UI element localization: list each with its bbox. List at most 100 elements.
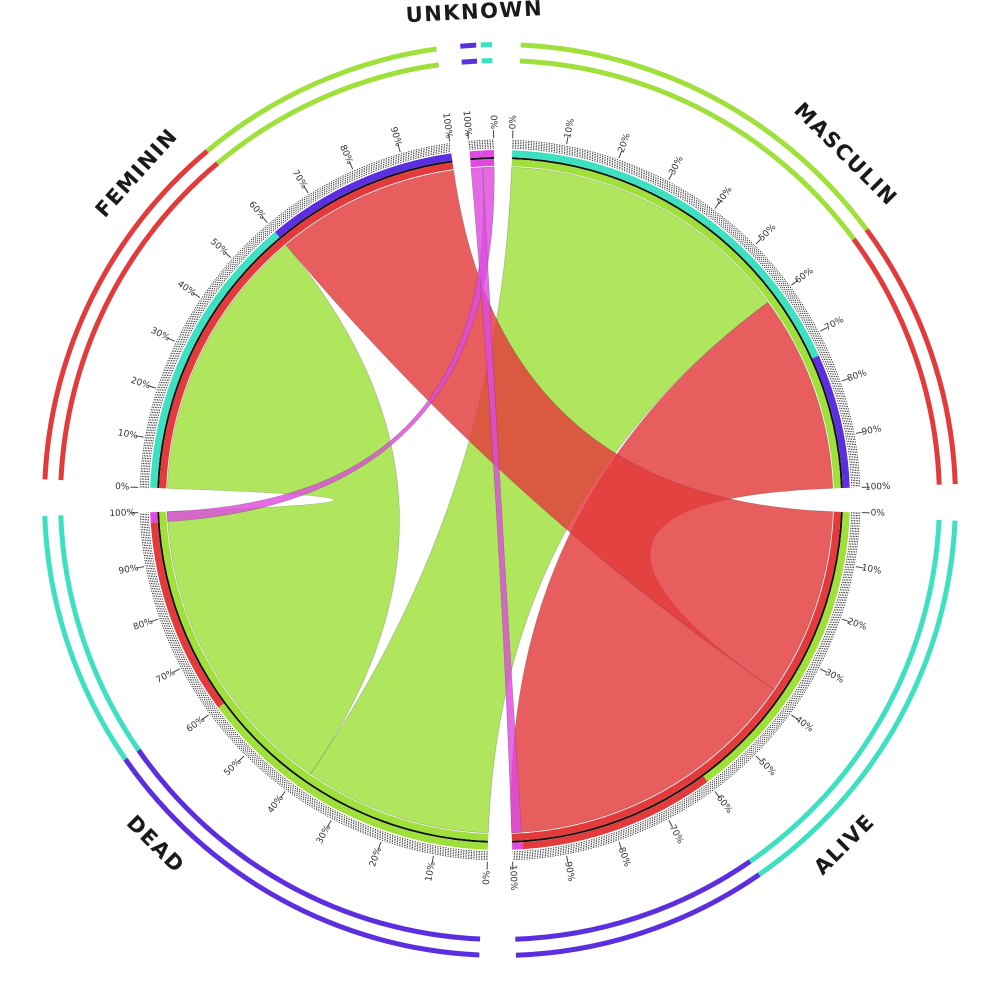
tick-label-feminin-0: 0%: [115, 482, 130, 493]
tick-mark-dead-2: [377, 841, 382, 850]
tick-mark-masculin-5: [755, 238, 762, 245]
ribbon-feminin-to-alive: [285, 169, 834, 690]
tick-mark-alive-7: [668, 819, 674, 828]
tick-mark-masculin-7: [819, 326, 828, 332]
tick-label-masculin-4: 40%: [715, 185, 735, 207]
tick-label-alive-7: 70%: [667, 823, 685, 846]
tick-mark-alive-2: [841, 618, 850, 623]
band-inner-feminin: [159, 162, 454, 489]
tick-mark-feminin-6: [261, 216, 268, 224]
band-outer-unknown-0: [481, 150, 495, 158]
tick-label-alive-2: 20%: [846, 617, 869, 633]
tick-mark-dead-8: [150, 618, 159, 623]
tick-mark-feminin-2: [147, 385, 156, 389]
band-outer-feminin-1: [275, 153, 453, 238]
tick-label-alive-8: 80%: [616, 846, 632, 869]
tick-label-dead-4: 40%: [266, 793, 286, 815]
tick-label-alive-4: 40%: [793, 715, 815, 735]
tick-mark-alive-1: [855, 566, 864, 569]
dense-ring-dead-4: [141, 512, 488, 859]
tick-label-alive-3: 30%: [823, 668, 846, 686]
rim-unknown: [470, 157, 495, 161]
tick-label-dead-10: 100%: [109, 508, 136, 519]
dense-ring-masculin-2: [512, 144, 856, 488]
band-outer-dead-1: [150, 522, 224, 708]
tick-label-dead-2: 20%: [368, 846, 384, 869]
dense-ring-dead-2: [144, 512, 488, 856]
tick-mark-dead-7: [172, 668, 181, 674]
tick-mark-feminin-10: [448, 133, 451, 142]
tick-label-masculin-1: 10%: [563, 117, 577, 139]
group-label-unknown: UNKNOWN: [405, 0, 544, 27]
tick-mark-alive-5: [755, 755, 762, 762]
dense-ring-feminin-2: [144, 147, 451, 488]
tick-mark-alive-9: [566, 855, 569, 864]
tick-label-masculin-2: 20%: [617, 132, 633, 155]
tick-label-masculin-9: 90%: [861, 424, 883, 438]
tick-label-unknown-0: 0%: [488, 115, 498, 130]
outer-track-unknown-1-0: [480, 42, 493, 48]
tick-label-dead-7: 70%: [155, 667, 178, 685]
band-outer-alive-2: [511, 842, 523, 850]
dense-ring-feminin-5: [139, 143, 450, 488]
dense-ring-dead-3: [143, 512, 488, 857]
dense-ring-alive-1: [512, 512, 854, 854]
band-outer-masculin-0: [511, 150, 819, 359]
dense-ring-alive-5: [512, 512, 861, 861]
dense-ring-masculin-5: [512, 139, 861, 488]
band-outer-unknown-1: [469, 150, 483, 159]
tick-mark-alive-6: [714, 791, 720, 799]
tick-mark-masculin-6: [791, 280, 799, 286]
tick-mark-alive-3: [819, 668, 828, 674]
group-label-feminin: FEMININ: [91, 124, 183, 222]
tick-label-alive-0: 0%: [870, 508, 885, 519]
tick-label-masculin-8: 80%: [846, 368, 869, 384]
dense-ring-unknown-3: [468, 142, 494, 145]
dense-ring-feminin-1: [146, 149, 451, 488]
tick-label-alive-1: 10%: [861, 563, 883, 577]
dense-ring-dead-0: [147, 512, 488, 853]
dense-ring-masculin-1: [512, 146, 854, 488]
tick-mark-feminin-3: [167, 337, 175, 342]
dense-ring-unknown-4: [468, 141, 494, 144]
tick-mark-unknown-1: [467, 131, 469, 140]
dense-ring-alive-0: [512, 512, 853, 853]
dense-ring-unknown-5: [468, 139, 494, 142]
tick-label-feminin-1: 10%: [117, 428, 139, 441]
tick-label-alive-9: 90%: [562, 861, 576, 883]
tick-label-alive-5: 50%: [756, 757, 778, 779]
tick-label-dead-3: 30%: [315, 823, 333, 846]
dense-ring-alive-3: [512, 512, 857, 857]
dense-ring-dead-5: [139, 512, 488, 861]
dense-ring-masculin-4: [512, 141, 859, 488]
tick-label-feminin-4: 40%: [175, 279, 198, 299]
tick-mark-dead-6: [201, 714, 209, 720]
tick-mark-feminin-1: [135, 435, 144, 438]
tick-label-feminin-3: 30%: [149, 326, 172, 344]
tick-mark-feminin-5: [224, 252, 232, 259]
tick-mark-masculin-8: [841, 377, 850, 382]
dense-ring-feminin-0: [147, 151, 452, 488]
ribbon-unknown-to-alive: [470, 167, 522, 834]
ribbon-feminin-to-dead: [166, 244, 400, 775]
tick-label-dead-8: 80%: [132, 617, 155, 633]
tick-label-masculin-5: 50%: [757, 222, 779, 244]
band-outer-alive-1: [522, 776, 708, 850]
tick-mark-alive-8: [618, 841, 623, 850]
dense-ring-unknown-0: [469, 147, 494, 150]
group-label-alive: ALIVE: [809, 809, 879, 879]
tick-label-dead-0: 0%: [482, 870, 493, 885]
tick-mark-dead-5: [238, 755, 245, 762]
tick-label-unknown-1: 100%: [460, 110, 472, 137]
band-outer-masculin-1: [812, 355, 850, 489]
tick-label-masculin-6: 60%: [794, 266, 816, 286]
dense-ring-feminin-4: [141, 144, 451, 488]
tick-mark-feminin-4: [192, 292, 201, 298]
tick-label-feminin-10: 100%: [440, 112, 454, 139]
band-outer-dead-2: [150, 511, 158, 523]
tick-label-masculin-7: 70%: [823, 315, 846, 333]
tick-label-feminin-9: 90%: [388, 126, 403, 148]
tick-mark-masculin-3: [668, 172, 674, 181]
tick-label-dead-9: 90%: [118, 563, 140, 577]
